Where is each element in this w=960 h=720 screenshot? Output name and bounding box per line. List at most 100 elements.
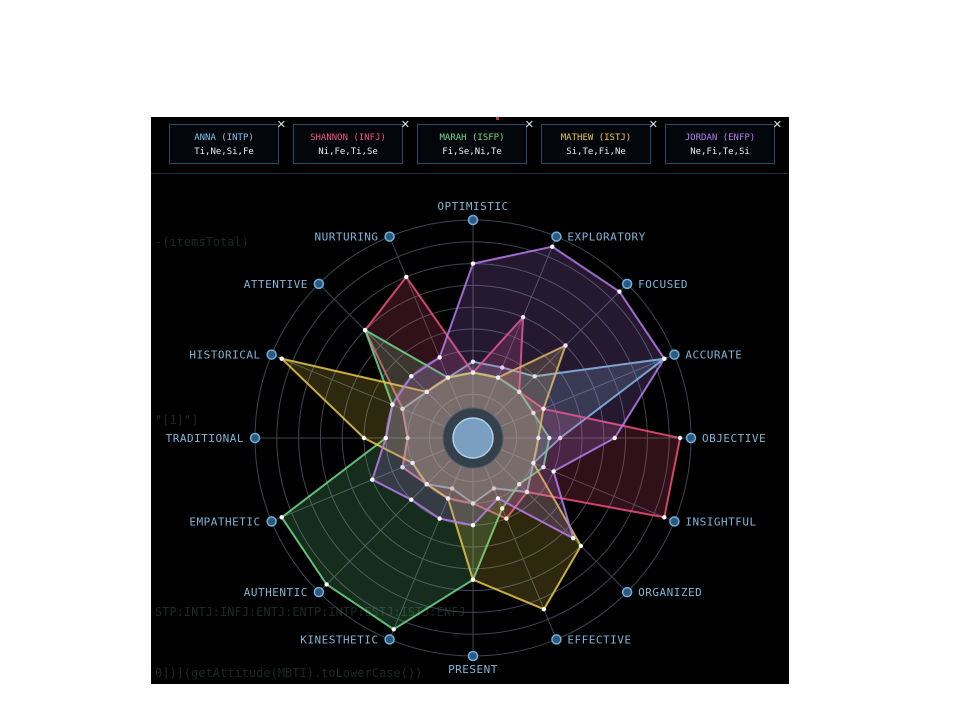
axis-marker bbox=[249, 432, 261, 444]
data-point bbox=[517, 389, 522, 394]
axis-marker bbox=[266, 516, 277, 527]
axis-spoke bbox=[318, 283, 474, 439]
axis-spoke bbox=[318, 437, 474, 593]
close-icon[interactable]: ✕ bbox=[276, 118, 286, 131]
profile-functions: Ne,Fi,Te,Si bbox=[690, 147, 750, 157]
data-point bbox=[500, 506, 505, 511]
profile-functions: Fi,Se,Ni,Te bbox=[442, 147, 502, 157]
data-point bbox=[578, 543, 584, 549]
data-point bbox=[662, 515, 667, 520]
axis-marker bbox=[621, 586, 633, 598]
axis-marker bbox=[467, 650, 479, 662]
data-point bbox=[617, 289, 622, 294]
data-point bbox=[437, 355, 442, 360]
data-point bbox=[391, 627, 396, 632]
data-point bbox=[541, 465, 546, 470]
data-point bbox=[390, 402, 395, 407]
data-point bbox=[470, 370, 476, 375]
data-point bbox=[383, 435, 388, 441]
axis-label-accurate: ACCURATE bbox=[685, 349, 742, 362]
axis-marker bbox=[551, 231, 562, 242]
data-point bbox=[470, 523, 476, 528]
background-code: -(itemsTotal) bbox=[155, 235, 249, 249]
data-point bbox=[279, 356, 284, 361]
axis-marker bbox=[313, 586, 325, 598]
axis-marker bbox=[669, 516, 680, 527]
data-point bbox=[370, 477, 375, 482]
data-point bbox=[405, 435, 410, 441]
axis-label-exploratory: EXPLORATORY bbox=[567, 231, 645, 244]
axis-marker bbox=[384, 634, 395, 645]
axis-spoke bbox=[389, 236, 474, 439]
background-code: "[1]"] bbox=[155, 413, 199, 427]
profile-name: JORDAN (ENFP) bbox=[684, 133, 756, 143]
axis-spoke bbox=[472, 437, 628, 593]
data-point bbox=[495, 496, 501, 501]
profile-name: SHANNON (INFJ) bbox=[310, 133, 386, 143]
close-icon[interactable]: ✕ bbox=[648, 118, 658, 131]
data-point bbox=[500, 365, 505, 370]
profile-functions: Ti,Ne,Si,Fe bbox=[194, 147, 254, 157]
data-point bbox=[532, 374, 537, 379]
axis-marker bbox=[467, 214, 479, 226]
profile-functions: Si,Te,Fi,Ne bbox=[566, 147, 626, 157]
axis-spoke bbox=[389, 437, 474, 640]
profile-name: MARAH (ISFP) bbox=[439, 133, 505, 143]
data-point bbox=[445, 375, 451, 380]
profile-card-shannon[interactable]: SHANNON (INFJ) Ni,Fe,Ti,Se ✕ bbox=[293, 118, 410, 164]
background-code: 0])](getAttitude(MBTI).toLowerCase()) bbox=[155, 666, 423, 680]
data-point bbox=[470, 359, 476, 364]
center-dot bbox=[452, 417, 494, 459]
data-point bbox=[410, 460, 415, 466]
axis-spoke bbox=[472, 354, 675, 439]
data-point bbox=[536, 435, 541, 441]
data-point bbox=[612, 435, 617, 441]
profile-card-mathew[interactable]: MATHEW (ISTJ) Si,Te,Fi,Ne ✕ bbox=[541, 118, 658, 164]
axis-label-kinesthetic: KINESTHETIC bbox=[300, 633, 378, 646]
data-point bbox=[424, 389, 429, 394]
data-point bbox=[563, 343, 568, 348]
data-point bbox=[279, 515, 284, 520]
data-point bbox=[445, 496, 451, 501]
axis-label-attentive: ATTENTIVE bbox=[244, 278, 308, 291]
data-point bbox=[449, 486, 455, 491]
data-point bbox=[362, 327, 368, 333]
axis-marker bbox=[551, 634, 562, 645]
axis-marker bbox=[685, 432, 697, 444]
data-point bbox=[400, 465, 405, 470]
axis-label-empathetic: EMPATHETIC bbox=[189, 515, 260, 528]
data-point bbox=[541, 406, 546, 411]
axis-spoke bbox=[472, 437, 675, 522]
close-icon[interactable]: ✕ bbox=[524, 118, 534, 131]
axis-label-historical: HISTORICAL bbox=[189, 349, 260, 362]
axis-spoke bbox=[271, 354, 474, 439]
data-point bbox=[361, 435, 367, 441]
axis-spoke bbox=[472, 283, 628, 439]
data-point bbox=[677, 435, 683, 441]
data-point bbox=[662, 356, 667, 361]
radar-chart: OPTIMISTIC EXPLORATORY FOCUSED ACCURATE OBJE… bbox=[166, 200, 766, 676]
data-point bbox=[551, 469, 556, 474]
data-point bbox=[571, 536, 576, 541]
data-point bbox=[550, 244, 555, 249]
data-point bbox=[404, 274, 409, 280]
profile-card-marah[interactable]: MARAH (ISFP) Fi,Se,Ni,Te ✕ bbox=[417, 118, 534, 164]
data-point bbox=[470, 577, 476, 582]
axis-marker bbox=[669, 349, 680, 360]
close-icon[interactable]: ✕ bbox=[772, 118, 782, 131]
profile-name: ANNA (INTP) bbox=[194, 133, 254, 143]
background-code: STP:INTJ:INFJ:ENTJ:ENTP:INTP:ESTJ:ISTJ:E… bbox=[155, 605, 466, 619]
close-icon[interactable]: ✕ bbox=[400, 118, 410, 131]
data-point bbox=[470, 261, 476, 266]
data-point bbox=[524, 489, 530, 495]
axis-label-insightful: INSIGHTFUL bbox=[685, 515, 756, 528]
data-point bbox=[531, 460, 536, 466]
data-point bbox=[424, 482, 429, 487]
app-panel: ANNA (INTP) Ti,Ne,Si,Fe ✕ SHANNON (INFJ)… bbox=[151, 117, 789, 684]
profile-card-anna[interactable]: ANNA (INTP) Ti,Ne,Si,Fe ✕ bbox=[169, 118, 286, 164]
axis-marker bbox=[621, 278, 633, 290]
axis-spoke bbox=[472, 437, 557, 640]
profile-header: ANNA (INTP) Ti,Ne,Si,Fe ✕ SHANNON (INFJ)… bbox=[151, 117, 789, 174]
data-point bbox=[531, 410, 536, 416]
profile-card-jordan[interactable]: JORDAN (ENFP) Ne,Fi,Te,Si ✕ bbox=[665, 118, 782, 164]
